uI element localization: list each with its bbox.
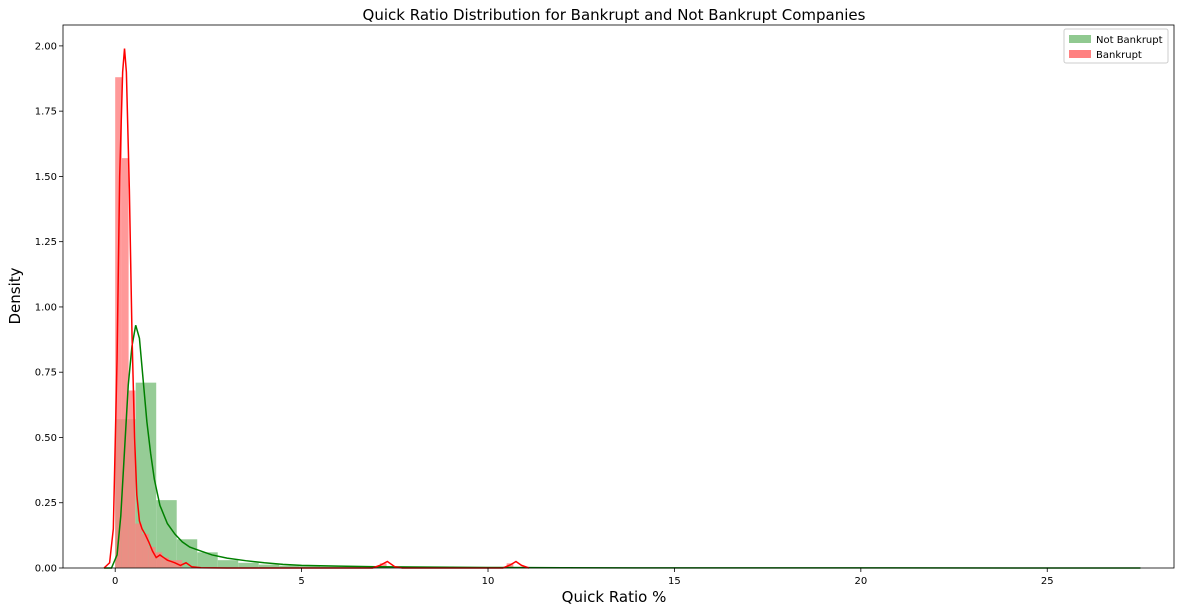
bankrupt-bar-8 xyxy=(168,560,176,568)
y-tick-label: 0.75 xyxy=(35,368,57,379)
legend-swatch-bankrupt xyxy=(1069,50,1091,58)
bankrupt-bar-7 xyxy=(162,557,169,568)
x-tick-label: 25 xyxy=(1041,576,1054,587)
not-bankrupt-bar-6 xyxy=(238,562,259,568)
chart-title: Quick Ratio Distribution for Bankrupt an… xyxy=(363,6,866,24)
y-axis-title: Density xyxy=(6,267,24,324)
y-tick-label: 2.00 xyxy=(35,41,57,52)
x-tick-label: 5 xyxy=(298,576,304,587)
y-tick-label: 1.75 xyxy=(35,107,57,118)
x-tick-label: 15 xyxy=(668,576,681,587)
legend-label-not-bankrupt: Not Bankrupt xyxy=(1096,35,1163,46)
not-bankrupt-bar-8 xyxy=(279,565,300,568)
y-axis: 0.00 0.25 0.50 0.75 1.00 1.25 1.50 1.75 2.00 xyxy=(35,41,63,575)
not-bankrupt-bar-9 xyxy=(299,566,321,568)
y-tick-label: 0.25 xyxy=(35,498,57,509)
not-bankrupt-bar-5 xyxy=(217,560,239,568)
bankrupt-bar-5 xyxy=(148,547,156,568)
not-bankrupt-bar-4 xyxy=(197,552,218,568)
x-axis: 0 5 10 15 20 25 xyxy=(112,568,1054,587)
y-tick-label: 1.00 xyxy=(35,302,57,313)
bankrupt-bar-4 xyxy=(142,534,149,568)
not-bankrupt-bar-1 xyxy=(135,382,157,568)
bankrupt-bar-2 xyxy=(128,390,136,568)
y-tick-label: 0.50 xyxy=(35,433,57,444)
y-tick-label: 0.00 xyxy=(35,564,57,575)
legend: Not Bankrupt Bankrupt xyxy=(1063,28,1169,64)
bankrupt-bar-10 xyxy=(379,563,387,568)
bankrupt-bar-1 xyxy=(121,158,129,569)
x-tick-label: 10 xyxy=(482,576,495,587)
legend-label-bankrupt: Bankrupt xyxy=(1096,50,1142,61)
y-tick-label: 1.50 xyxy=(35,172,57,183)
not-bankrupt-bar-2 xyxy=(156,500,177,568)
bankrupt-bar-6 xyxy=(155,552,163,568)
plot-frame xyxy=(62,24,1175,569)
bankrupt-bar-0 xyxy=(115,77,122,568)
legend-swatch-not-bankrupt xyxy=(1069,35,1091,43)
bankrupt-bar-3 xyxy=(135,523,143,568)
y-tick-label: 1.25 xyxy=(35,237,57,248)
not-bankrupt-bar-7 xyxy=(258,564,280,568)
plot-area xyxy=(62,24,1175,569)
x-tick-label: 0 xyxy=(112,576,118,587)
x-axis-title: Quick Ratio % xyxy=(562,588,667,606)
bankrupt-kde-line xyxy=(103,48,530,569)
x-tick-label: 20 xyxy=(854,576,867,587)
